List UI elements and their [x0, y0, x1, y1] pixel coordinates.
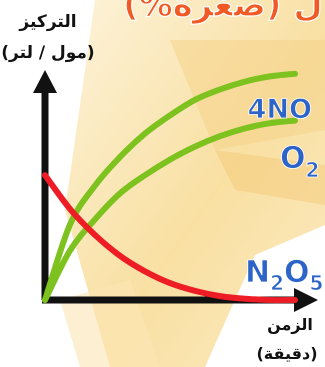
y-axis-label: التركيز — [18, 12, 76, 32]
series-curves — [42, 70, 298, 304]
curve-4NO — [42, 70, 298, 303]
title-fragment: ل (صغرة%) — [123, 0, 323, 25]
x-axis-arrowhead — [294, 288, 318, 312]
series-label-N2O5: N2O5 — [245, 255, 323, 295]
y-axis-arrowhead — [33, 70, 57, 93]
x-axis-units: (دقيقة) — [256, 344, 317, 363]
x-axis-label: الزمن — [267, 315, 313, 334]
curve-N2O5 — [42, 172, 298, 304]
y-axis-units: (مول / لتر) — [1, 43, 94, 63]
series-label-4NO: 4NO — [248, 94, 312, 125]
series-label-O2: O2 — [280, 141, 319, 182]
